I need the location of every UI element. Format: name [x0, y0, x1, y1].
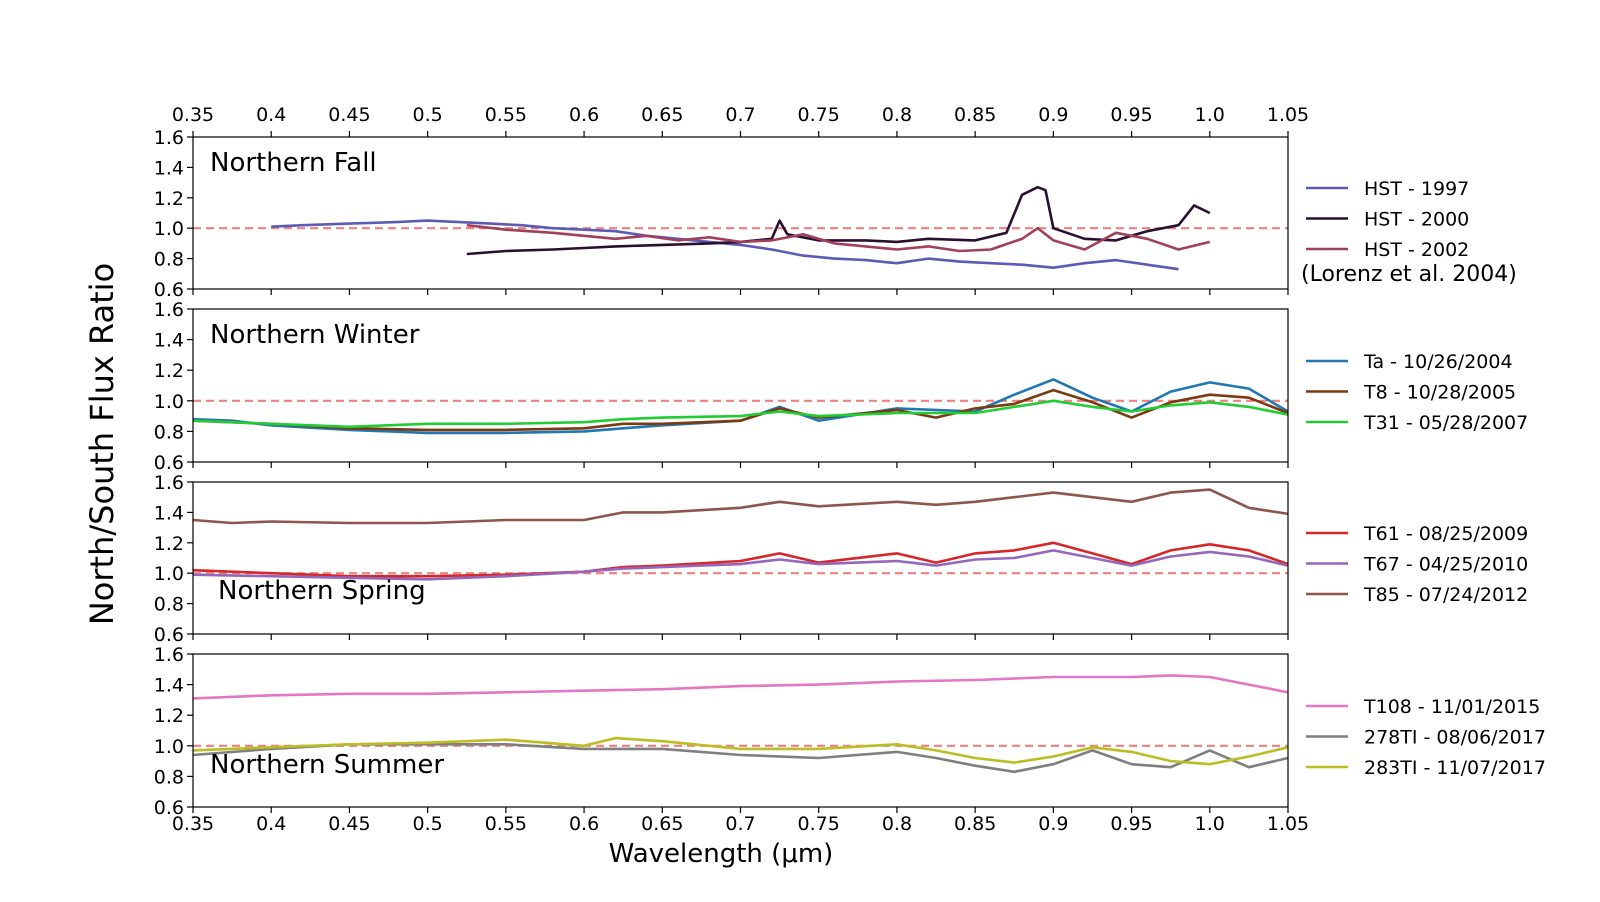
y-tick-label: 0.6: [154, 797, 184, 819]
x-tick-label-top: 1.05: [1267, 104, 1309, 126]
x-tick-label-bottom: 0.8: [882, 813, 912, 835]
x-tick-label-bottom: 1.05: [1267, 813, 1309, 835]
legend-note: (Lorenz et al. 2004): [1301, 262, 1517, 287]
x-tick-label-top: 0.4: [256, 104, 286, 126]
x-tick-label-bottom: 0.95: [1110, 813, 1152, 835]
series-line: [192, 378, 1289, 435]
legend-label: T85 - 07/24/2012: [1363, 584, 1528, 606]
y-tick-label: 1.0: [154, 563, 184, 585]
panel-title: Northern Winter: [210, 320, 420, 350]
legend-label: HST - 2000: [1364, 209, 1469, 231]
legend-label: HST - 1997: [1364, 178, 1469, 200]
x-tick-label-bottom: 0.7: [725, 813, 755, 835]
x-tick-label-top: 0.55: [485, 104, 527, 126]
y-tick-label: 0.8: [154, 421, 184, 443]
x-tick-label-top: 0.35: [172, 104, 214, 126]
y-axis-label: North/South Flux Ratio: [83, 263, 121, 625]
x-tick-label-bottom: 0.45: [328, 813, 370, 835]
x-tick-label-top: 0.85: [954, 104, 996, 126]
panel-frame: [192, 481, 1289, 635]
x-tick-label-top: 0.7: [725, 104, 755, 126]
series-line: [192, 736, 1289, 766]
series-line: [466, 223, 1211, 253]
x-tick-label-bottom: 0.85: [954, 813, 996, 835]
legend-label: T8 - 10/28/2005: [1363, 382, 1516, 404]
legend-label: T61 - 08/25/2009: [1363, 523, 1528, 545]
panel-3: 0.6 0.8 1.0 1.2 1.4 1.6 Northern Spring T61 - 0…: [154, 472, 1528, 646]
y-tick-label: 1.4: [154, 502, 184, 524]
y-tick-label: 1.2: [154, 705, 184, 727]
legend-label: T108 - 11/01/2015: [1363, 696, 1540, 718]
panel-2: 0.6 0.8 1.0 1.2 1.4 1.6 Northern Winter Ta - 10…: [154, 299, 1528, 474]
x-tick-label-top: 0.65: [641, 104, 683, 126]
series-line: [192, 674, 1289, 700]
y-tick-label: 1.2: [154, 188, 184, 210]
x-tick-label-bottom: 0.35: [172, 813, 214, 835]
x-tick-label-top: 0.75: [798, 104, 840, 126]
x-tick-label-bottom: 0.75: [798, 813, 840, 835]
panel-1: 0.6 0.8 1.0 1.2 1.4 1.6 Northern Fall HST - 199…: [154, 127, 1517, 301]
y-tick-label: 0.6: [154, 452, 184, 474]
y-tick-label: 1.4: [154, 157, 184, 179]
series-line: [192, 549, 1289, 581]
series-line: [466, 185, 1211, 256]
x-tick-label-bottom: 0.4: [256, 813, 286, 835]
panel-title: Northern Spring: [218, 576, 426, 606]
legend-label: Ta - 10/26/2004: [1363, 351, 1513, 373]
y-tick-label: 0.8: [154, 249, 184, 271]
chart-panels: 0.6 0.8 1.0 1.2 1.4 1.6 Northern Fall HST - 199…: [154, 104, 1546, 835]
x-tick-label-bottom: 0.65: [641, 813, 683, 835]
y-tick-label: 1.4: [154, 675, 184, 697]
legend-label: T31 - 05/28/2007: [1363, 412, 1528, 434]
legend-label: HST - 2002: [1364, 239, 1469, 261]
x-tick-label-bottom: 0.6: [569, 813, 599, 835]
x-tick-label-bottom: 0.9: [1038, 813, 1068, 835]
x-tick-label-top: 0.95: [1110, 104, 1152, 126]
legend-label: 283TI - 11/07/2017: [1364, 757, 1546, 779]
y-tick-label: 1.6: [154, 472, 184, 494]
legend-label: T67 - 04/25/2010: [1363, 554, 1528, 576]
y-tick-label: 1.4: [154, 330, 184, 352]
y-tick-label: 1.6: [154, 127, 184, 149]
y-tick-label: 0.6: [154, 279, 184, 301]
series-line: [192, 399, 1289, 429]
panel-title: Northern Summer: [210, 750, 444, 780]
y-tick-label: 1.6: [154, 644, 184, 666]
x-tick-label-bottom: 0.55: [485, 813, 527, 835]
y-tick-label: 1.0: [154, 218, 184, 240]
y-tick-label: 0.8: [154, 766, 184, 788]
series-line: [192, 541, 1289, 578]
x-tick-label-bottom: 0.5: [413, 813, 443, 835]
x-tick-label-top: 0.8: [882, 104, 912, 126]
x-tick-label-top: 0.6: [569, 104, 599, 126]
y-tick-label: 1.0: [154, 391, 184, 413]
y-tick-label: 1.0: [154, 736, 184, 758]
y-tick-label: 0.8: [154, 594, 184, 616]
x-tick-label-top: 0.9: [1038, 104, 1068, 126]
panel-title: Northern Fall: [210, 148, 377, 178]
legend-label: 278TI - 08/06/2017: [1364, 727, 1546, 749]
y-tick-label: 1.6: [154, 299, 184, 321]
series-line: [271, 219, 1179, 271]
panel-4: 0.6 0.8 1.0 1.2 1.4 1.6 Northern Summer T108 - …: [154, 644, 1546, 819]
y-tick-label: 1.2: [154, 533, 184, 555]
x-tick-label-top: 0.45: [328, 104, 370, 126]
x-tick-label-bottom: 1.0: [1195, 813, 1225, 835]
y-tick-label: 1.2: [154, 360, 184, 382]
series-line: [192, 488, 1289, 525]
series-line: [192, 742, 1289, 774]
x-tick-label-top: 1.0: [1195, 104, 1225, 126]
x-tick-label-top: 0.5: [413, 104, 443, 126]
x-axis-label: Wavelength (μm): [609, 839, 834, 869]
y-tick-label: 0.6: [154, 624, 184, 646]
